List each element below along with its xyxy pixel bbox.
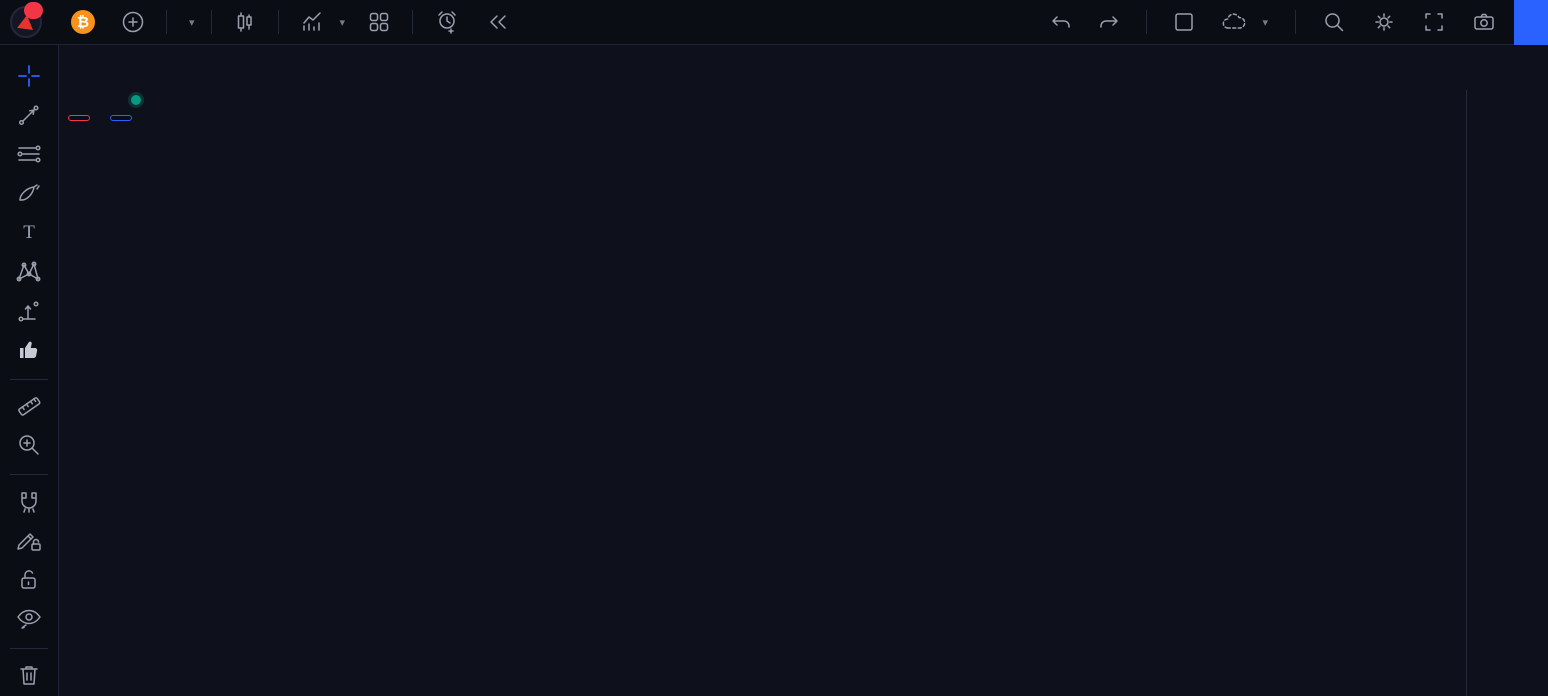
redo-button[interactable] — [1090, 5, 1128, 39]
replay-button[interactable] — [479, 5, 523, 39]
layout-templates-button[interactable] — [360, 5, 398, 39]
candlestick-icon — [237, 12, 252, 32]
indicators-button[interactable]: ▾ — [293, 5, 355, 39]
notification-badge — [24, 2, 43, 19]
indicators-chevron-icon: ▾ — [339, 16, 346, 29]
toolbar-divider — [10, 647, 48, 649]
indicators-icon — [302, 12, 321, 31]
fullscreen-button[interactable] — [1414, 4, 1454, 40]
undo-button[interactable] — [1042, 5, 1080, 39]
forecast-tool[interactable] — [10, 292, 48, 329]
search-button[interactable] — [1314, 4, 1354, 40]
hide-drawings-tool[interactable] — [10, 601, 48, 638]
svg-text:T: T — [23, 222, 35, 243]
trend-line-icon — [18, 105, 39, 125]
toolbar-separator — [412, 10, 414, 34]
drawing-mode-lock-tool[interactable] — [10, 522, 48, 559]
drawing-toolbar: T — [0, 45, 59, 696]
toolbar-separator — [1295, 10, 1296, 34]
toolbar-separator — [166, 10, 167, 34]
plus-circle-icon — [122, 11, 144, 33]
bid-price[interactable] — [68, 115, 90, 121]
brush-tool[interactable] — [10, 175, 48, 212]
remove-drawings-tool[interactable] — [10, 657, 48, 694]
alarm-clock-icon — [438, 11, 456, 34]
price-axis[interactable] — [1466, 90, 1548, 696]
symbol-button[interactable]: ₿ — [64, 5, 108, 39]
undo-icon — [1052, 16, 1071, 28]
thumbs-up-icon — [20, 341, 38, 359]
magnet-icon — [21, 491, 37, 513]
alert-button[interactable] — [427, 4, 473, 40]
market-status-dot[interactable] — [131, 95, 141, 105]
chart-type-button[interactable] — [226, 5, 264, 39]
toolbar-separator — [1146, 10, 1148, 34]
chart-pane[interactable] — [0, 45, 1548, 696]
save-layout-button[interactable] — [1165, 5, 1203, 39]
fib-retracement-tool[interactable] — [10, 135, 48, 172]
zoom-in-tool[interactable] — [10, 427, 48, 464]
account-menu[interactable]: ▾ — [1213, 6, 1277, 38]
ruler-tool[interactable] — [10, 388, 48, 425]
symbol-compare-button[interactable] — [114, 5, 152, 39]
fullscreen-icon — [1425, 13, 1443, 31]
ruler-icon — [18, 397, 41, 416]
settings-button[interactable] — [1364, 4, 1404, 40]
toolbar-divider — [10, 378, 48, 380]
interval-menu-chevron-icon[interactable]: ▾ — [189, 16, 195, 29]
unlock-icon — [21, 570, 36, 589]
current-price-label — [1470, 90, 1546, 110]
crosshair-tool[interactable] — [10, 57, 48, 94]
thumbs-up-tool[interactable] — [10, 331, 48, 368]
text-icon: T — [23, 222, 35, 243]
toolbar-separator — [277, 10, 279, 34]
chart-legend — [68, 95, 188, 133]
screenshot-button[interactable] — [1464, 4, 1504, 40]
gear-icon — [1375, 13, 1393, 31]
forecast-icon — [18, 301, 39, 322]
camera-icon — [1474, 13, 1494, 30]
price-chart[interactable] — [0, 45, 1548, 696]
layout-square-icon — [1175, 13, 1194, 31]
toolbar-divider — [10, 474, 48, 475]
search-icon — [1325, 13, 1344, 32]
publish-button[interactable] — [1514, 0, 1548, 45]
crosshair-icon — [18, 64, 40, 87]
toolbar-separator — [210, 10, 212, 34]
xabcd-pattern-tool[interactable] — [10, 253, 48, 290]
zoom-in-icon — [19, 435, 39, 456]
text-tool[interactable]: T — [10, 214, 48, 251]
grid-layout-icon — [369, 12, 389, 32]
brush-icon — [19, 184, 40, 201]
fib-retracement-icon — [17, 145, 41, 163]
top-toolbar: ₿ ▾ ▾ — [0, 0, 1548, 45]
lock-all-tool[interactable] — [10, 561, 48, 598]
account-chevron-icon: ▾ — [1262, 16, 1268, 29]
bitcoin-icon: ₿ — [71, 10, 95, 34]
trash-icon — [20, 666, 38, 686]
magnet-tool[interactable] — [10, 483, 48, 520]
replay-icon — [490, 15, 506, 29]
ask-price[interactable] — [110, 115, 132, 121]
cloud-icon — [1223, 13, 1246, 29]
xabcd-pattern-icon — [16, 261, 41, 282]
eye-icon — [17, 609, 41, 629]
redo-icon — [1100, 16, 1119, 28]
pencil-lock-icon — [17, 533, 41, 551]
trend-line-tool[interactable] — [10, 96, 48, 133]
